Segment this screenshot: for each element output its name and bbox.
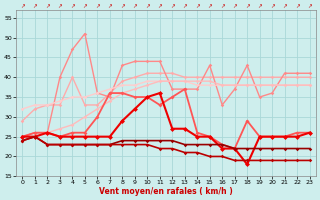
X-axis label: Vent moyen/en rafales ( km/h ): Vent moyen/en rafales ( km/h ): [99, 187, 233, 196]
